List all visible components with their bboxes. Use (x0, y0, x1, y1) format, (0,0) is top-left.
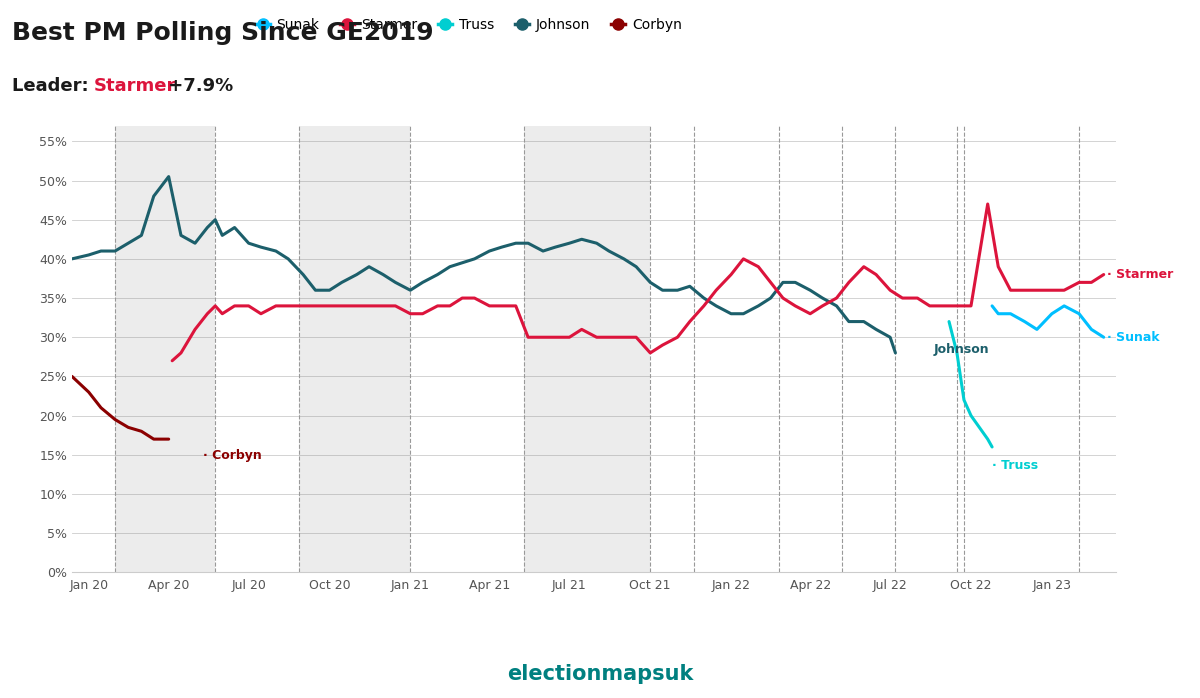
Text: · Corbyn: · Corbyn (203, 449, 262, 461)
Bar (115, 126, 215, 572)
Text: +7.9%: +7.9% (162, 77, 233, 95)
Text: electionmapsuk: electionmapsuk (506, 664, 694, 684)
Bar (523, 126, 650, 572)
Text: Johnson: Johnson (934, 343, 990, 356)
Text: · Sunak: · Sunak (1108, 331, 1160, 343)
Text: Leader:: Leader: (12, 77, 95, 95)
Text: Best PM Polling Since GE2019: Best PM Polling Since GE2019 (12, 21, 433, 45)
Bar (299, 126, 410, 572)
Text: · Truss: · Truss (992, 459, 1038, 472)
Text: Starmer: Starmer (94, 77, 176, 95)
Legend: Sunak, Starmer, Truss, Johnson, Corbyn: Sunak, Starmer, Truss, Johnson, Corbyn (250, 12, 688, 37)
Text: · Starmer: · Starmer (1108, 268, 1174, 281)
